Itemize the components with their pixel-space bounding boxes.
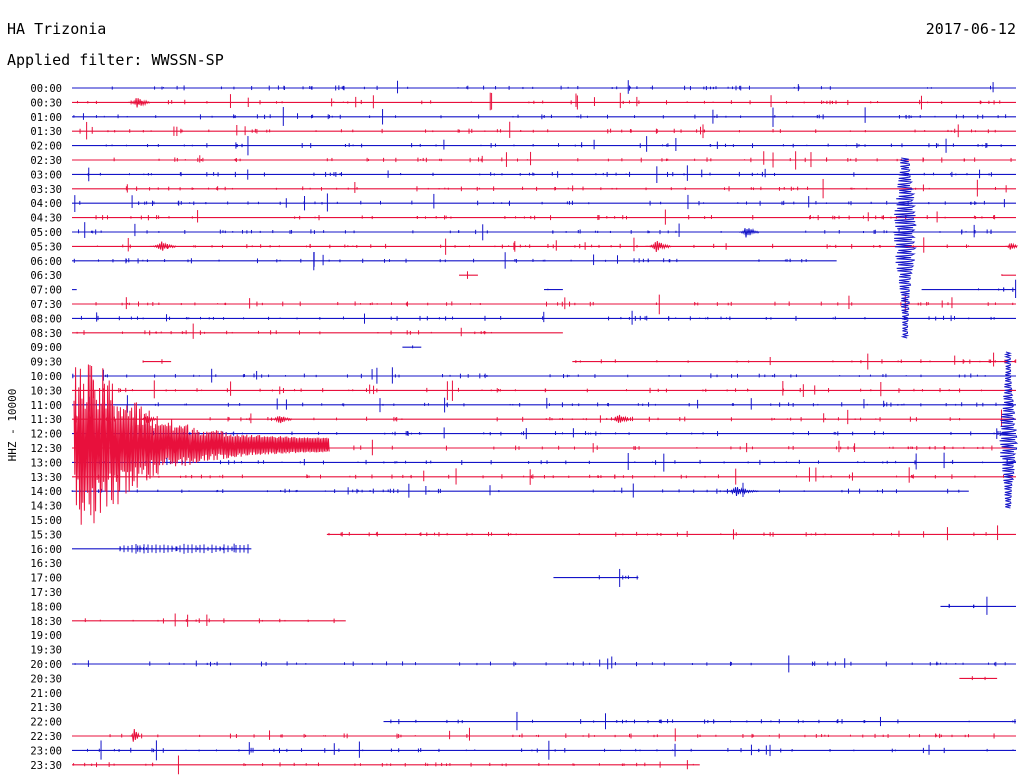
time-tick-label: 02:00 [30, 141, 62, 153]
event-burst [723, 487, 759, 496]
time-tick-label: 11:00 [30, 400, 62, 412]
event-burst [129, 728, 140, 742]
time-tick-label: 08:00 [30, 313, 62, 325]
event-burst [610, 414, 630, 423]
time-tick-label: 11:30 [30, 414, 62, 426]
time-tick-label: 06:00 [30, 256, 62, 268]
time-tick-label: 20:00 [30, 659, 62, 671]
time-tick-label: 21:00 [30, 688, 62, 700]
time-tick-label: 19:30 [30, 645, 62, 657]
time-tick-label: 10:30 [30, 385, 62, 397]
station-title: HA Trizonia [7, 20, 107, 38]
time-tick-label: 13:30 [30, 472, 62, 484]
time-tick-label: 07:00 [30, 285, 62, 297]
time-tick-label: 00:00 [30, 83, 62, 95]
time-tick-label: 17:30 [30, 587, 62, 599]
event-burst [149, 241, 177, 251]
time-tick-label: 03:30 [30, 184, 62, 196]
time-tick-label: 14:00 [30, 486, 62, 498]
trace-lines [72, 87, 1016, 766]
event-burst [645, 240, 672, 252]
time-tick-label: 07:30 [30, 299, 62, 311]
date-label: 2017-06-12 [925, 20, 1016, 38]
time-tick-label: 01:30 [30, 126, 62, 138]
time-tick-label: 01:00 [30, 112, 62, 124]
time-tick-label: 18:00 [30, 601, 62, 613]
trace-spikes [71, 80, 1017, 775]
time-tick-label: 19:00 [30, 630, 62, 642]
time-tick-label: 04:30 [30, 213, 62, 225]
time-tick-label: 14:30 [30, 501, 62, 513]
large-event [999, 351, 1019, 509]
time-tick-label: 05:30 [30, 241, 62, 253]
time-tick-label: 08:30 [30, 328, 62, 340]
time-tick-label: 12:00 [30, 429, 62, 441]
time-tick-label: 23:30 [30, 760, 62, 772]
time-tick-label: 00:30 [30, 97, 62, 109]
time-tick-label: 21:30 [30, 702, 62, 714]
time-tick-label: 22:00 [30, 717, 62, 729]
time-tick-label: 05:00 [30, 227, 62, 239]
time-tick-label: 18:30 [30, 616, 62, 628]
time-tick-label: 23:00 [30, 745, 62, 757]
time-tick-label: 15:30 [30, 529, 62, 541]
time-tick-labels: 00:00 00:30 01:00 01:30 02:00 02:30 03:00 03:30… [30, 83, 62, 772]
time-tick-label: 13:00 [30, 457, 62, 469]
time-tick-label: 09:00 [30, 342, 62, 354]
time-tick-label: 04:00 [30, 198, 62, 210]
event-burst [269, 416, 293, 424]
time-tick-label: 02:30 [30, 155, 62, 167]
filter-label: Applied filter: WWSSN-SP [7, 51, 224, 69]
event-burst [737, 228, 760, 238]
time-tick-label: 17:00 [30, 573, 62, 585]
time-tick-label: 16:00 [30, 544, 62, 556]
time-tick-label: 22:30 [30, 731, 62, 743]
time-tick-label: 12:30 [30, 443, 62, 455]
time-tick-label: 20:30 [30, 673, 62, 685]
large-event [893, 157, 917, 339]
time-tick-label: 16:30 [30, 558, 62, 570]
time-tick-label: 09:30 [30, 357, 62, 369]
time-tick-label: 15:00 [30, 515, 62, 527]
time-tick-label: 03:00 [30, 169, 62, 181]
event-burst [128, 98, 151, 108]
large-event [73, 364, 330, 525]
time-tick-label: 10:00 [30, 371, 62, 383]
channel-label: HHZ - 10000 [6, 389, 19, 462]
seismic-events [73, 98, 1019, 742]
event-burst [1005, 242, 1018, 250]
time-tick-label: 06:30 [30, 270, 62, 282]
